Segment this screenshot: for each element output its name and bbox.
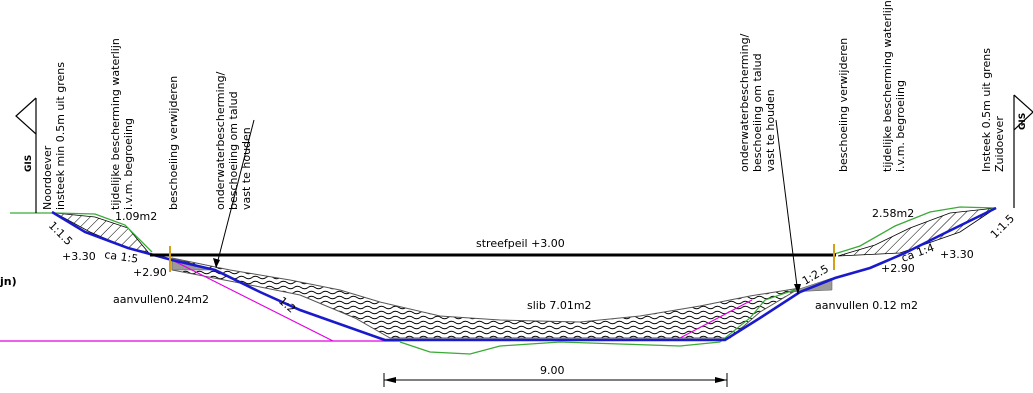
right-aanvullen-label: aanvullen 0.12 m2 [815, 299, 918, 312]
left-oever-label-2: insteek min 0.5m uit grens [54, 62, 67, 210]
left-gis-label: GIS [24, 155, 34, 172]
right-gis-marker-icon [1013, 94, 1033, 131]
right-aanvullen-fill [789, 277, 833, 293]
right-level1-label: +3.30 [940, 248, 974, 261]
right-beschoeiing-label: beschoeiing verwijderen [837, 38, 850, 172]
bottom-ground-line [399, 341, 721, 355]
right-tijd-label-2: i.v.m. begroeiing [894, 80, 907, 172]
left-area-label: 1.09m2 [115, 210, 157, 223]
left-oever-label-1: Noordoever [41, 145, 54, 210]
left-onder-label-2: beschoeiing om talud [227, 91, 240, 210]
slib-sludge-area [171, 257, 801, 339]
left-level1-label: +3.30 [62, 250, 96, 263]
right-onder-label-2: beschoeiing om talud [751, 53, 764, 172]
right-oever-label-1: Insteek 0.5m uit grens [980, 48, 993, 172]
right-slope1-label: 1:1.5 [988, 212, 1017, 241]
right-oever-label-2: Zuidoever [993, 116, 1006, 172]
left-gis-marker-icon [15, 97, 37, 135]
right-onder-label-3: vast te houden [764, 89, 777, 172]
left-aanvullen-label: aanvullen0.24m2 [113, 293, 209, 306]
left-ground-line [10, 212, 153, 253]
right-onder-leader [775, 119, 799, 295]
right-area-label: 2.58m2 [872, 207, 914, 220]
streefpeil-label: streefpeil +3.00 [476, 237, 565, 250]
left-onder-label-3: vast te houden [240, 127, 253, 210]
slib-label: slib 7.01m2 [527, 299, 592, 312]
left-tijd-label-2: i.v.m. begroeiing [122, 118, 135, 210]
right-tijd-label-1: tijdelijke bescherming waterlijn [881, 0, 894, 172]
pink-left-slope-line [171, 259, 334, 342]
left-level2-label: +2.90 [133, 266, 167, 279]
left-onder-label-1: onderwaterbescherming/ [214, 71, 227, 210]
right-gis-label: GIS [1018, 113, 1028, 130]
left-onder-arrow-icon [213, 258, 220, 268]
width-dimension-arrow-left-icon [384, 377, 396, 383]
right-onder-label-1: onderwaterbescherming/ [738, 33, 751, 172]
left-slope2-label: ca 1:5 [104, 248, 139, 266]
pink-right-slope-line [679, 299, 753, 339]
left-tijd-label-1: tijdelijke bescherming waterlijn [109, 38, 122, 210]
jn-label: jn) [0, 275, 17, 288]
right-ground-line [827, 206, 997, 257]
right-level2-label: +2.90 [881, 262, 915, 275]
left-onder-leader [215, 119, 255, 269]
width-dimension-arrow-right-icon [715, 377, 727, 383]
left-beschoeiing-label: beschoeiing verwijderen [167, 76, 180, 210]
width-label: 9.00 [540, 364, 565, 377]
left-excavation-hatch [54, 212, 150, 253]
right-onder-arrow-icon [794, 284, 801, 294]
right-inner-ground-line [719, 287, 801, 343]
left-slope3-label: 1:2 [276, 294, 298, 315]
